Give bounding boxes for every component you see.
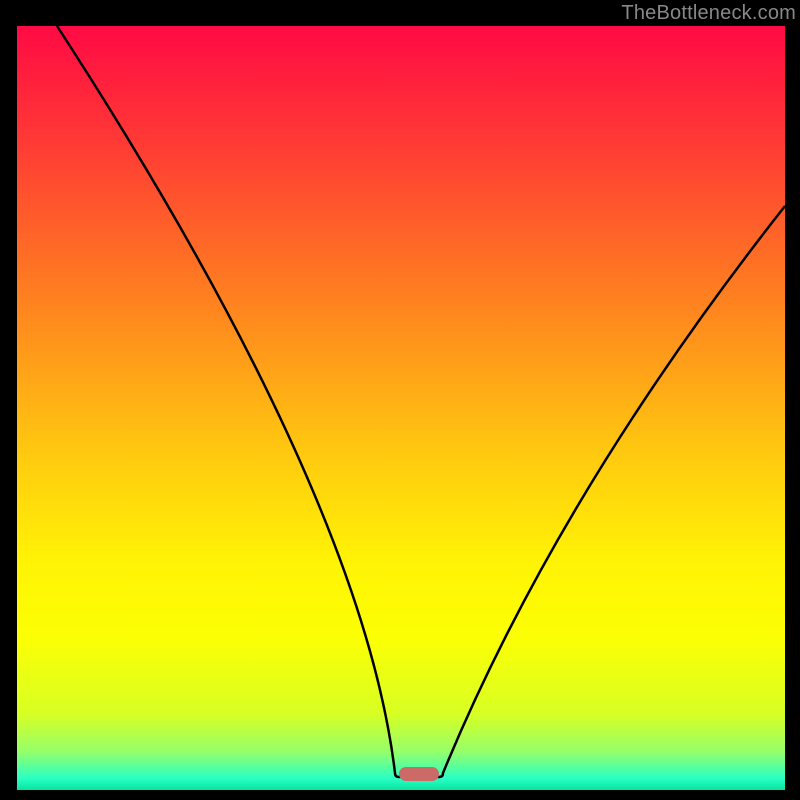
watermark-text: TheBottleneck.com xyxy=(621,0,800,25)
curve-minimum-marker xyxy=(399,767,439,781)
plot-area xyxy=(17,26,785,790)
chart-canvas: TheBottleneck.com xyxy=(0,0,800,800)
curve-layer xyxy=(17,26,785,790)
bottleneck-curve xyxy=(57,26,785,777)
